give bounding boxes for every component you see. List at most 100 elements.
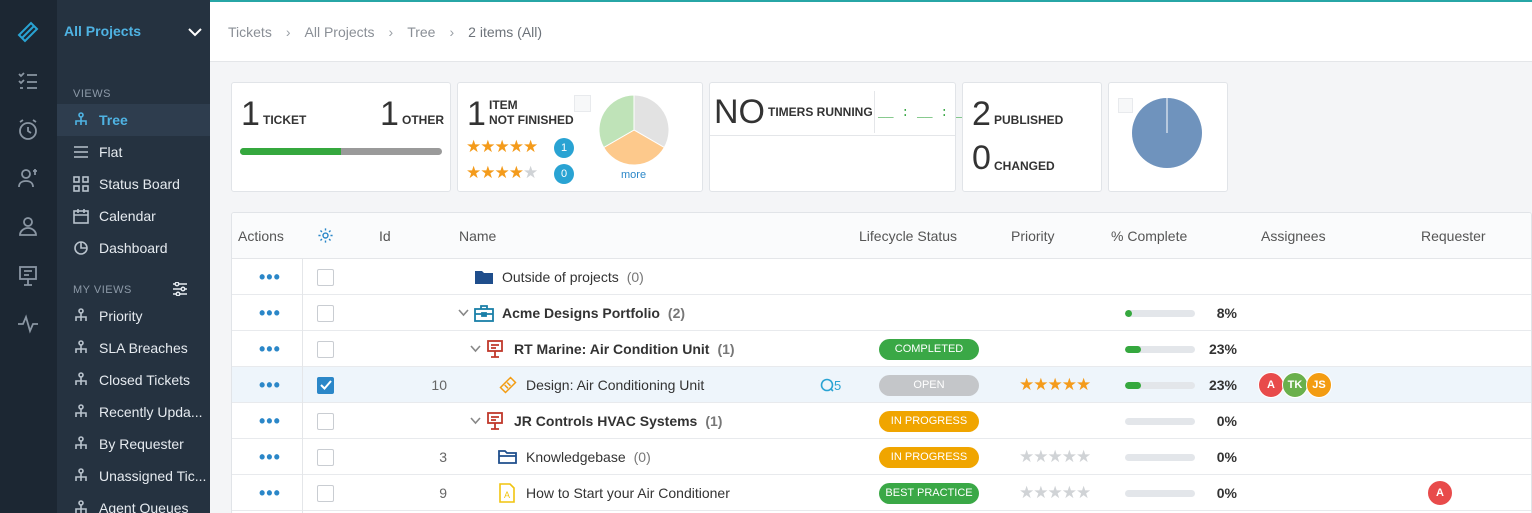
row-checkbox-cell[interactable] <box>317 439 334 475</box>
star-icon[interactable]: ★ <box>1061 375 1077 394</box>
priority-rating[interactable]: ★ ★ ★ ★ ★ <box>1019 439 1091 475</box>
row-checkbox-cell[interactable] <box>317 295 334 331</box>
sidebar-item-by-requester[interactable]: By Requester <box>57 428 210 460</box>
star-icon[interactable]: ★ <box>1061 483 1077 502</box>
star-icon[interactable]: ★ <box>1033 447 1048 466</box>
star-icon[interactable]: ★ <box>1047 447 1063 466</box>
settings-gear-icon[interactable] <box>317 227 334 247</box>
table-row[interactable]: ••• Acme Designs Portfolio (2) 8% <box>232 295 1531 331</box>
timers-card[interactable]: NO TIMERS RUNNING __ : __ : __ <box>709 82 972 192</box>
star-icon[interactable]: ★ <box>1033 375 1048 394</box>
row-checkbox-cell[interactable] <box>317 259 334 295</box>
sidebar-item-closed-tickets[interactable]: Closed Tickets <box>57 364 210 396</box>
row-name[interactable]: Outside of projects <box>502 269 619 285</box>
lifecycle-status-cell[interactable]: IN PROGRESS <box>879 403 979 439</box>
row-name-cell[interactable]: Outside of projects (0) <box>502 259 644 295</box>
lifecycle-status-cell[interactable]: COMPLETED <box>879 331 979 367</box>
row-name-cell[interactable]: RT Marine: Air Condition Unit (1) <box>514 331 735 367</box>
row-checkbox-cell[interactable] <box>317 475 334 511</box>
header-assignees[interactable]: Assignees <box>1261 227 1326 244</box>
row-name[interactable]: Knowledgebase <box>526 449 626 465</box>
row-name[interactable]: How to Start your Air Conditioner <box>526 485 730 501</box>
row-name[interactable]: Acme Designs Portfolio <box>502 305 660 321</box>
more-link[interactable]: more <box>621 169 647 181</box>
row-checkbox[interactable] <box>317 484 334 502</box>
activity-icon[interactable] <box>14 310 42 338</box>
sidebar-item-agent-queues[interactable]: Agent Queues <box>57 492 210 513</box>
star-icon[interactable]: ★ <box>1076 375 1091 394</box>
card-checkbox[interactable] <box>1118 98 1133 113</box>
row-checkbox[interactable] <box>317 340 334 358</box>
breadcrumb-tree[interactable]: Tree <box>407 23 436 40</box>
header-requester[interactable]: Requester <box>1421 227 1486 244</box>
sidebar-item-flat[interactable]: Flat <box>57 136 210 168</box>
row-checkbox-cell[interactable] <box>317 367 334 403</box>
row-actions-button[interactable]: ••• <box>259 295 281 331</box>
assignee-avatar[interactable]: A <box>1258 372 1284 398</box>
star-icon[interactable]: ★ <box>1019 375 1034 394</box>
header-id[interactable]: Id <box>379 227 391 244</box>
table-row[interactable]: ••• 10 Design: Air Conditioning Unit 5 OPEN ★… <box>232 367 1531 403</box>
header-percent-complete[interactable]: % Complete <box>1111 227 1188 244</box>
status-badge[interactable]: BEST PRACTICE <box>879 482 979 504</box>
row-checkbox[interactable] <box>317 268 334 286</box>
sidebar-item-priority[interactable]: Priority <box>57 300 210 332</box>
star-icon[interactable]: ★ <box>1076 447 1091 466</box>
breadcrumb-tickets[interactable]: Tickets <box>228 23 272 40</box>
expand-chevron-icon[interactable] <box>470 331 481 367</box>
row-name[interactable]: RT Marine: Air Condition Unit <box>514 341 710 357</box>
star-icon[interactable]: ★ <box>1076 483 1091 502</box>
project-selector[interactable]: All Projects <box>57 0 210 62</box>
sidebar-item-dashboard[interactable]: Dashboard <box>57 232 210 264</box>
status-badge[interactable]: IN PROGRESS <box>879 410 979 432</box>
tickets-logo-icon[interactable] <box>14 18 42 46</box>
alarm-clock-icon[interactable] <box>14 116 42 144</box>
ticket-count-card[interactable]: 1 TICKET 1 OTHER <box>231 82 451 192</box>
row-name-cell[interactable]: Design: Air Conditioning Unit <box>526 367 704 403</box>
header-priority[interactable]: Priority <box>1011 227 1055 244</box>
row-name-cell[interactable]: JR Controls HVAC Systems (1) <box>514 403 722 439</box>
sidebar-item-calendar[interactable]: Calendar <box>57 200 210 232</box>
row-actions-button[interactable]: ••• <box>259 259 281 295</box>
status-badge[interactable]: COMPLETED <box>879 338 979 360</box>
priority-rating[interactable]: ★ ★ ★ ★ ★ <box>1019 475 1091 511</box>
star-icon[interactable]: ★ <box>1019 447 1034 466</box>
row-name-cell[interactable]: Knowledgebase (0) <box>526 439 651 475</box>
expand-chevron-icon[interactable] <box>458 295 469 331</box>
row-checkbox[interactable] <box>317 376 334 394</box>
sliders-icon[interactable] <box>172 281 188 303</box>
table-row[interactable]: ••• RT Marine: Air Condition Unit (1) COMPL… <box>232 331 1531 367</box>
expand-chevron-icon[interactable] <box>470 403 481 439</box>
row-checkbox[interactable] <box>317 448 334 466</box>
table-row[interactable]: ••• JR Controls HVAC Systems (1) IN PROGRES… <box>232 403 1531 439</box>
sidebar-item-tree[interactable]: Tree <box>57 104 210 136</box>
priority-rating[interactable]: ★ ★ ★ ★ ★ <box>1019 367 1091 403</box>
row-actions-button[interactable]: ••• <box>259 439 281 475</box>
requester-avatar[interactable]: A <box>1427 480 1453 506</box>
star-icon[interactable]: ★ <box>1019 483 1034 502</box>
breadcrumb-all-projects[interactable]: All Projects <box>304 23 375 40</box>
sidebar-item-unassigned-tickets[interactable]: Unassigned Tic... <box>57 460 210 492</box>
assignee-avatar[interactable]: JS <box>1306 372 1332 398</box>
assignee-avatar[interactable]: TK <box>1282 372 1308 398</box>
status-badge[interactable]: OPEN <box>879 374 979 396</box>
row-checkbox-cell[interactable] <box>317 331 334 367</box>
row-actions-button[interactable]: ••• <box>259 331 281 367</box>
publish-card[interactable]: 2 PUBLISHED 0 CHANGED <box>962 82 1102 192</box>
header-lifecycle-status[interactable]: Lifecycle Status <box>859 227 958 244</box>
lifecycle-status-cell[interactable]: OPEN <box>879 367 979 403</box>
star-icon[interactable]: ★ <box>1033 483 1048 502</box>
row-name[interactable]: Design: Air Conditioning Unit <box>526 377 705 393</box>
unfinished-items-card[interactable]: 1 ITEM NOT FINISHED ★★★★★ 1 ★★★★★ 0 more <box>457 82 703 192</box>
row-name-cell[interactable]: Acme Designs Portfolio (2) <box>502 295 685 331</box>
star-icon[interactable]: ★ <box>1047 375 1063 394</box>
star-icon[interactable]: ★ <box>1061 447 1077 466</box>
row-checkbox[interactable] <box>317 304 334 322</box>
comments-indicator[interactable]: 5 <box>820 367 841 403</box>
table-row[interactable]: ••• 9 A How to Start your Air Conditioner BE… <box>232 475 1531 511</box>
pie-chart-card[interactable] <box>1108 82 1228 192</box>
header-name[interactable]: Name <box>459 227 497 244</box>
row-actions-button[interactable]: ••• <box>259 475 281 511</box>
row-actions-button[interactable]: ••• <box>259 403 281 439</box>
status-badge[interactable]: IN PROGRESS <box>879 446 979 468</box>
